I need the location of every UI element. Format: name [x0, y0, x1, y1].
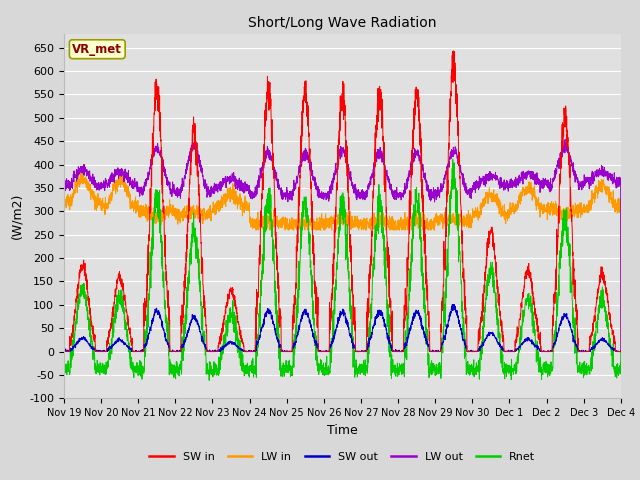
Title: Short/Long Wave Radiation: Short/Long Wave Radiation	[248, 16, 436, 30]
X-axis label: Time: Time	[327, 424, 358, 437]
Text: VR_met: VR_met	[72, 43, 122, 56]
Y-axis label: (W/m2): (W/m2)	[11, 193, 24, 239]
Legend: SW in, LW in, SW out, LW out, Rnet: SW in, LW in, SW out, LW out, Rnet	[145, 448, 540, 467]
